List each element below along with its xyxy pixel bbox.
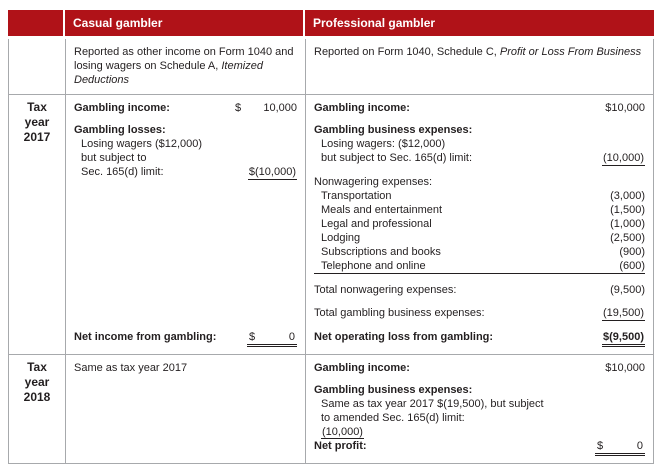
- spacer: [74, 180, 297, 330]
- header-cell-empty: [8, 10, 65, 36]
- reporting-casual-cell: Reported as other income on Form 1040 an…: [66, 39, 306, 94]
- casual-income-label: Gambling income:: [74, 102, 170, 114]
- currency-sign: $: [597, 440, 604, 452]
- reporting-professional-italic: Profit or Loss From Business: [499, 46, 642, 58]
- total-nonwagering-row: Total nonwagering expenses: (9,500): [314, 283, 645, 297]
- nonwagering-label: Nonwagering expenses:: [314, 176, 433, 188]
- pro-net-loss-row: Net operating loss from gambling: $(9,50…: [314, 330, 645, 347]
- casual-losses-line3: Sec. 165(d) limit:: [81, 166, 164, 178]
- header-cell-professional: Professional gambler: [305, 10, 654, 36]
- tax-year-text: Tax year: [24, 100, 50, 129]
- professional-2018-cell: Gambling income: $10,000 Gambling busine…: [306, 355, 653, 463]
- nonwagering-item: Legal and professional (1,000): [314, 217, 645, 231]
- pro-2018-expenses-line2: to amended Sec. 165(d) limit:: [321, 412, 465, 424]
- pro-2018-expenses-amount: (10,000): [321, 426, 364, 439]
- pro-expenses-limit-row: but subject to Sec. 165(d) limit: (10,00…: [314, 151, 645, 166]
- amount-value: 0: [636, 440, 643, 452]
- item-label: Legal and professional: [321, 218, 432, 230]
- pro-expenses-line1: Losing wagers: ($12,000): [321, 138, 446, 150]
- total-nonwagering-label: Total nonwagering expenses:: [314, 284, 457, 296]
- pro-income-row: Gambling income: $10,000: [314, 101, 645, 115]
- pro-2018-income-amount: $10,000: [605, 362, 645, 374]
- tax-year-2017-row: Tax year 2017 Gambling income: $ 10,000 …: [9, 95, 653, 355]
- casual-losses-line2: but subject to: [81, 152, 147, 164]
- casual-net-label: Net income from gambling:: [74, 331, 217, 343]
- pro-expenses-label: Gambling business expenses:: [314, 124, 473, 136]
- pro-net-label: Net operating loss from gambling:: [314, 331, 494, 343]
- item-value: (2,500): [610, 232, 645, 244]
- reporting-casual-text: Reported as other income on Form 1040 an…: [74, 46, 294, 72]
- item-value: (3,000): [610, 190, 645, 202]
- pro-2018-income-label: Gambling income:: [314, 362, 410, 374]
- casual-2018-text: Same as tax year 2017: [74, 362, 188, 374]
- casual-net-income-row: Net income from gambling: $ 0: [74, 330, 297, 347]
- pro-net-value: $(9,500): [602, 330, 645, 347]
- item-label: Lodging: [321, 232, 361, 244]
- tax-year-2017-label: Tax year 2017: [9, 95, 66, 354]
- casual-2018-cell: Same as tax year 2017: [66, 355, 306, 463]
- reporting-label-cell: [9, 39, 66, 94]
- header-cell-casual: Casual gambler: [65, 10, 305, 36]
- casual-losses-line1: Losing wagers ($12,000): [81, 138, 203, 150]
- pro-2018-net-label: Net profit:: [314, 440, 367, 452]
- pro-2018-net-profit-row: Net profit: $ 0: [314, 439, 645, 456]
- casual-2017-cell: Gambling income: $ 10,000 Gambling losse…: [66, 95, 306, 354]
- item-label: Subscriptions and books: [321, 246, 441, 258]
- pro-2018-expenses-amount-line: (10,000): [314, 425, 645, 439]
- pro-expenses-amount: (10,000): [602, 152, 645, 166]
- item-value: (1,000): [610, 218, 645, 230]
- total-expenses-row: Total gambling business expenses: (19,50…: [314, 306, 645, 321]
- nonwagering-item: Lodging (2,500): [314, 231, 645, 245]
- total-expenses-label: Total gambling business expenses:: [314, 307, 485, 319]
- comparison-table: Casual gambler Professional gambler Repo…: [8, 10, 654, 464]
- pro-2018-income-row: Gambling income: $10,000: [314, 361, 645, 375]
- item-label: Telephone and online: [321, 260, 426, 272]
- nonwagering-item: Meals and entertainment (1,500): [314, 203, 645, 217]
- pro-2018-net-amount: $ 0: [595, 439, 645, 456]
- casual-net-amount: $ 0: [247, 330, 297, 347]
- item-value: (1,500): [610, 204, 645, 216]
- tax-year-text: Tax year: [24, 360, 50, 389]
- item-label: Transportation: [321, 190, 392, 202]
- tax-year-2018-label: Tax year 2018: [9, 355, 66, 463]
- reporting-row: Reported as other income on Form 1040 an…: [9, 39, 653, 95]
- currency-sign: $: [235, 102, 242, 114]
- casual-losses-limit-row: Sec. 165(d) limit: $(10,000): [74, 165, 297, 180]
- reporting-casual-italic: Itemized Deductions: [74, 60, 263, 86]
- amount-value: 10,000: [263, 102, 297, 114]
- nonwagering-item-last: Telephone and online (600): [314, 259, 645, 274]
- item-value: (600): [619, 260, 645, 272]
- casual-income-row: Gambling income: $ 10,000: [74, 101, 297, 115]
- reporting-professional-cell: Reported on Form 1040, Schedule C, Profi…: [306, 39, 653, 94]
- pro-income-label: Gambling income:: [314, 102, 410, 114]
- nonwagering-item: Subscriptions and books (900): [314, 245, 645, 259]
- casual-losses-label: Gambling losses:: [74, 124, 166, 136]
- item-label: Meals and entertainment: [321, 204, 443, 216]
- table-body: Reported as other income on Form 1040 an…: [8, 39, 654, 464]
- casual-losses-amount: $(10,000): [247, 166, 297, 180]
- reporting-professional-text: Reported on Form 1040, Schedule C,: [314, 46, 500, 58]
- pro-2018-expenses-line1: Same as tax year 2017 $(19,500), but sub…: [321, 398, 544, 410]
- tax-year-value: 2018: [23, 390, 51, 404]
- pro-2018-expenses-label: Gambling business expenses:: [314, 384, 473, 396]
- pro-expenses-line2: but subject to Sec. 165(d) limit:: [321, 152, 473, 164]
- total-expenses-value: (19,500): [602, 307, 645, 321]
- tax-year-value: 2017: [23, 130, 51, 144]
- currency-sign: $: [249, 331, 256, 343]
- tax-year-2018-row: Tax year 2018 Same as tax year 2017 Gamb…: [9, 355, 653, 463]
- item-value: (900): [619, 246, 645, 258]
- total-nonwagering-value: (9,500): [610, 284, 645, 296]
- table-header-row: Casual gambler Professional gambler: [8, 10, 654, 36]
- professional-2017-cell: Gambling income: $10,000 Gambling busine…: [306, 95, 653, 354]
- casual-income-amount: $ 10,000: [235, 101, 297, 115]
- amount-value: 0: [288, 331, 295, 343]
- pro-income-amount: $10,000: [605, 102, 645, 114]
- nonwagering-item: Transportation (3,000): [314, 189, 645, 203]
